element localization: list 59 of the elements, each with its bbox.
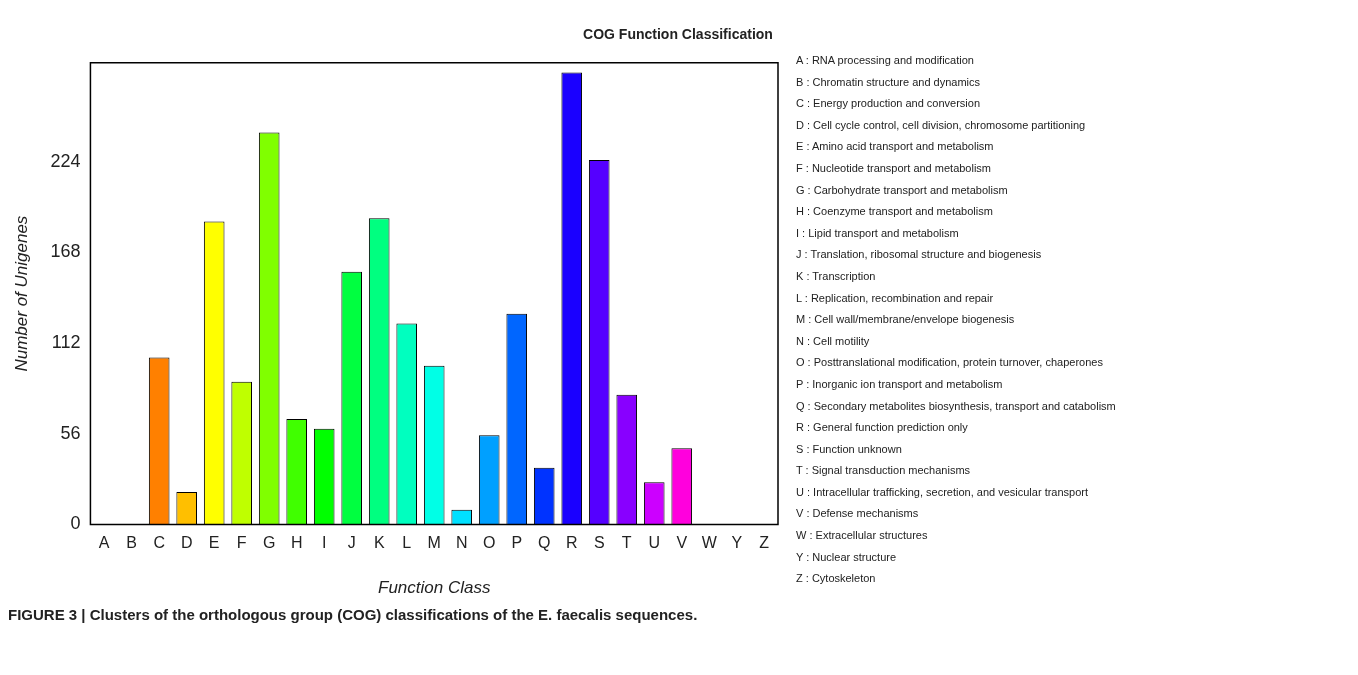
text: Z : Cytoskeleton (796, 571, 877, 587)
text: S : Function unknown (796, 441, 903, 457)
y-tick-label: 168 (50, 241, 81, 262)
x-tick-label: G (262, 534, 276, 552)
text: D : Cell cycle control, cell division, chromosome partitioning (796, 117, 1087, 133)
x-tick-label: A (98, 534, 110, 552)
text: O : Posttranslational modification, protein turnover, chaperones (796, 355, 1104, 371)
x-tick-label: L (402, 534, 412, 552)
x-axis-title: Function Class (378, 577, 491, 597)
x-tick-label: E (208, 534, 220, 552)
text: G : Carbohydrate transport and metabolism (796, 182, 1009, 198)
x-tick-label: D (180, 534, 193, 552)
y-tick-label: 56 (60, 422, 81, 443)
x-tick-label: B (126, 534, 138, 552)
x-tick-label: P (511, 534, 523, 552)
text: E : Amino acid transport and metabolism (796, 139, 995, 155)
text: C : Energy production and conversion (796, 96, 982, 112)
y-tick-label: 112 (51, 331, 81, 352)
x-tick-label: O (482, 534, 496, 552)
x-tick-label: R (565, 534, 578, 552)
text: P : Inorganic ion transport and metabolism (796, 376, 1004, 392)
x-tick-label: T (621, 534, 632, 552)
x-tick-label: K (373, 534, 385, 552)
y-tick-label: 224 (50, 150, 81, 171)
x-tick-label: J (347, 534, 356, 552)
text: H : Coenzyme transport and metabolism (796, 204, 994, 220)
text: B : Chromatin structure and dynamics (796, 74, 982, 90)
x-tick-label: S (593, 534, 605, 552)
text: L : Replication, recombination and repair (796, 290, 995, 306)
text: M : Cell wall/membrane/envelope biogenesis (796, 312, 1016, 328)
text: F : Nucleotide transport and metabolism (796, 160, 993, 176)
x-tick-label: Z (759, 534, 770, 552)
x-tick-label: Q (538, 534, 551, 552)
y-tick-label: 0 (70, 513, 81, 534)
x-tick-label: U (648, 534, 661, 552)
x-tick-label: F (236, 534, 247, 552)
text: I : Lipid transport and metabolism (796, 225, 960, 241)
x-tick-label: Y (731, 534, 743, 552)
x-tick-label: W (701, 534, 718, 552)
text: J : Translation, ribosomal structure and biogenesis (796, 247, 1043, 263)
x-tick-label: C (153, 534, 165, 552)
text: Q : Secondary metabolites biosynthesis, transport and catabolism (796, 398, 1116, 414)
y-axis-title: Number of Unigenes (11, 215, 31, 372)
text: T : Signal transduction mechanisms (796, 463, 972, 479)
text: W : Extracellular structures (796, 528, 929, 544)
text: Y : Nuclear structure (796, 549, 898, 565)
x-tick-label: H (290, 534, 303, 552)
text: V : Defense mechanisms (796, 506, 920, 522)
caption: FIGURE 3 | Clusters of the orthologous group (COG) classifications of the E. faecalis sequences. (8, 606, 699, 623)
x-tick-label: M (427, 534, 441, 552)
chart-title: COG Function Classification (582, 25, 774, 42)
x-tick-label: I (321, 534, 327, 552)
x-tick-label: V (676, 534, 688, 552)
text: U : Intracellular trafficking, secretion, and vesicular transport (796, 484, 1090, 500)
text: R : General function prediction only (796, 420, 969, 436)
x-tick-label: N (455, 534, 468, 552)
text: A : RNA processing and modification (796, 53, 975, 68)
text: N : Cell motility (796, 333, 871, 349)
text: K : Transcription (796, 268, 877, 284)
